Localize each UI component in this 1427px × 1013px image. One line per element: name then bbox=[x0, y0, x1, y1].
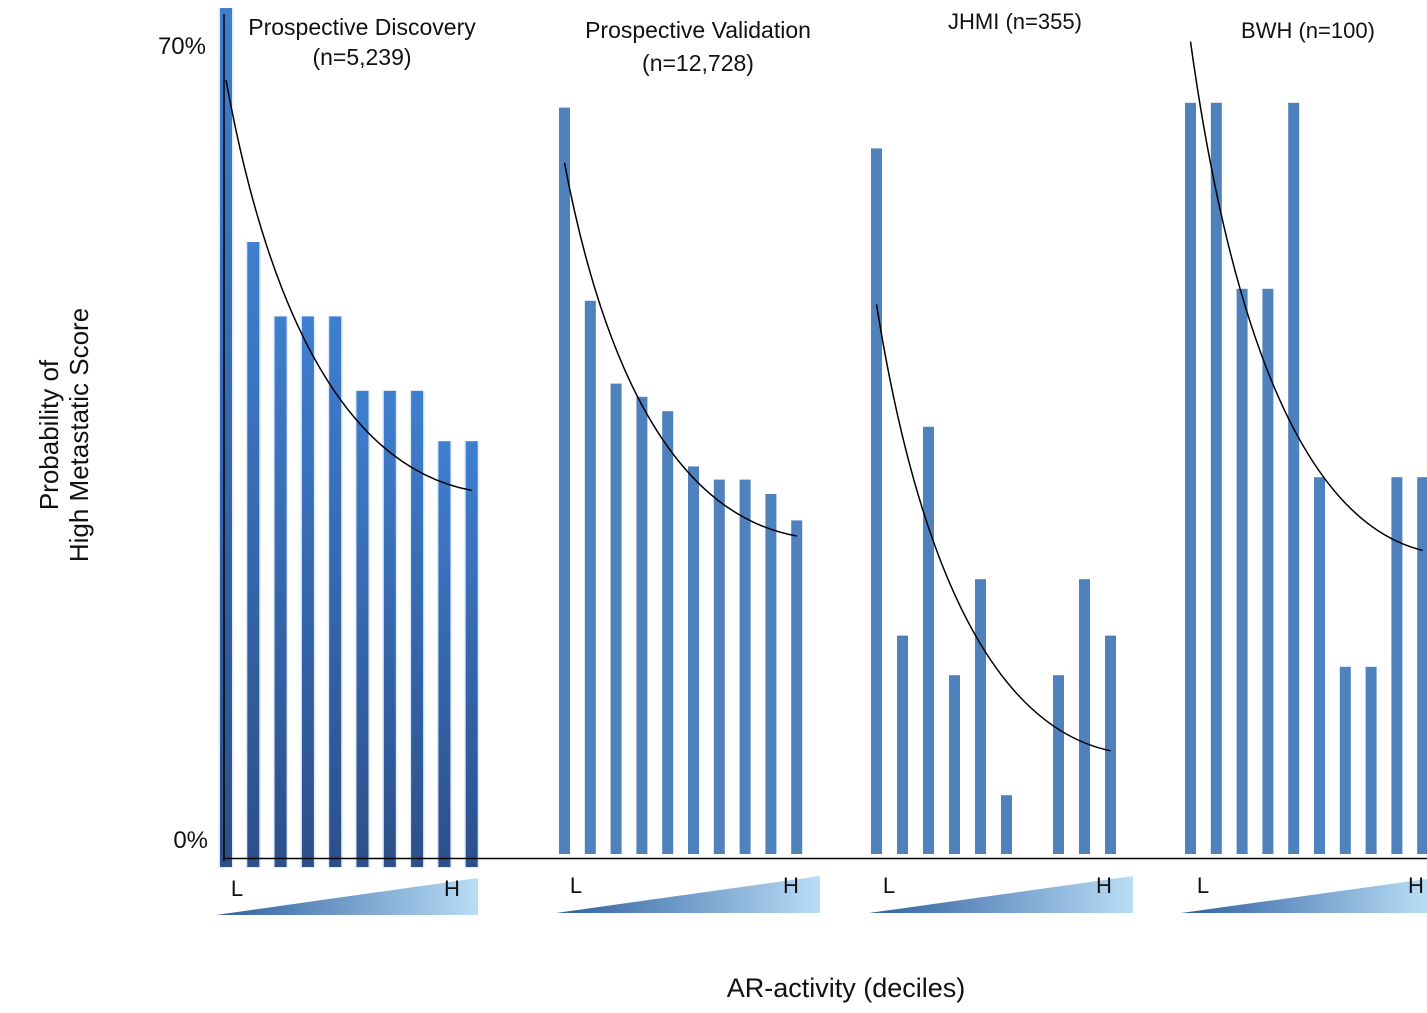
panel-labels: Prospective Discovery (n=5,239) Prospect… bbox=[248, 9, 1375, 76]
bar-bwh-decile-1 bbox=[1185, 102, 1196, 855]
bar-validation-decile-2 bbox=[584, 300, 596, 854]
bar-validation-decile-10 bbox=[791, 520, 803, 854]
bar-discovery-decile-3 bbox=[274, 316, 287, 867]
bar-jhmi-decile-3 bbox=[923, 426, 934, 854]
trend-line-validation bbox=[563, 162, 797, 537]
bar-bwh-decile-2 bbox=[1210, 102, 1222, 855]
bar-bwh-decile-8 bbox=[1365, 666, 1377, 854]
bar-bwh-decile-7 bbox=[1339, 666, 1351, 854]
panel-title-validation: Prospective Validation bbox=[585, 17, 811, 43]
y-bottom-label: 0% bbox=[173, 827, 208, 854]
decile-wedge-validation bbox=[556, 876, 820, 913]
bar-jhmi-decile-4 bbox=[949, 675, 960, 854]
bar-bwh-decile-9 bbox=[1391, 477, 1403, 854]
bar-jhmi-decile-9 bbox=[1079, 579, 1090, 854]
panel-title-bwh: BWH (n=100) bbox=[1241, 18, 1375, 43]
decile-wedge-bwh bbox=[1181, 879, 1427, 913]
trend-line-jhmi bbox=[875, 304, 1111, 752]
bar-bwh-decile-3 bbox=[1236, 288, 1248, 854]
y-axis-label-line-2: High Metastatic Score bbox=[64, 308, 94, 562]
bar-discovery-decile-1 bbox=[220, 8, 232, 867]
bar-jhmi-decile-2 bbox=[897, 635, 908, 854]
low-label-validation: L bbox=[570, 873, 582, 898]
decile-gradient-wedges: L H L H L H L H bbox=[216, 873, 1427, 915]
bar-discovery-decile-6 bbox=[356, 390, 369, 867]
bar-validation-decile-4 bbox=[636, 396, 648, 854]
y-top-label: 70% bbox=[158, 33, 206, 60]
high-label-validation: H bbox=[783, 873, 799, 898]
bar-jhmi-decile-10 bbox=[1105, 635, 1116, 854]
panel-subtitle-validation: (n=12,728) bbox=[642, 50, 754, 76]
bar-validation-decile-7 bbox=[713, 479, 725, 854]
panel-subtitle-discovery: (n=5,239) bbox=[312, 44, 411, 70]
bar-jhmi-decile-5 bbox=[975, 579, 986, 854]
low-label-jhmi: L bbox=[883, 873, 895, 898]
trend-line-discovery bbox=[225, 79, 472, 492]
bar-discovery-decile-7 bbox=[383, 390, 396, 867]
bar-discovery-decile-4 bbox=[301, 316, 314, 867]
bar-jhmi-decile-8 bbox=[1053, 675, 1064, 854]
low-label-discovery: L bbox=[231, 876, 243, 901]
bars-layer bbox=[218, 8, 1427, 868]
bar-discovery-decile-5 bbox=[329, 316, 342, 867]
bar-jhmi-decile-1 bbox=[871, 148, 882, 854]
bar-bwh-decile-10 bbox=[1417, 477, 1427, 854]
x-axis-label: AR-activity (deciles) bbox=[727, 973, 966, 1003]
bar-validation-decile-1 bbox=[559, 107, 570, 855]
bar-bwh-decile-5 bbox=[1288, 102, 1300, 855]
bar-discovery-decile-9 bbox=[438, 441, 451, 867]
high-label-jhmi: H bbox=[1096, 873, 1112, 898]
bar-discovery-decile-2 bbox=[247, 242, 260, 867]
bar-validation-decile-5 bbox=[662, 411, 674, 854]
bar-validation-decile-9 bbox=[765, 494, 777, 854]
bar-discovery-decile-8 bbox=[411, 390, 424, 867]
bar-validation-decile-3 bbox=[610, 383, 622, 854]
bar-validation-decile-8 bbox=[739, 479, 751, 854]
bar-bwh-decile-6 bbox=[1314, 477, 1325, 854]
y-axis-label: Probability of High Metastatic Score bbox=[34, 308, 94, 562]
y-axis-label-line-1: Probability of bbox=[34, 359, 64, 510]
bar-validation-decile-6 bbox=[688, 466, 699, 854]
panel-title-discovery: Prospective Discovery bbox=[248, 14, 476, 40]
bar-bwh-decile-4 bbox=[1262, 288, 1274, 854]
bar-jhmi-decile-6 bbox=[1001, 795, 1012, 854]
trend-lines bbox=[225, 41, 1423, 752]
high-label-bwh: H bbox=[1408, 873, 1424, 898]
decile-wedge-jhmi bbox=[869, 876, 1133, 913]
decile-wedge-discovery bbox=[216, 878, 478, 915]
high-label-discovery: H bbox=[444, 876, 460, 901]
low-label-bwh: L bbox=[1197, 873, 1209, 898]
bar-discovery-decile-10 bbox=[465, 441, 478, 867]
panel-title-jhmi: JHMI (n=355) bbox=[948, 9, 1082, 34]
trend-line-bwh bbox=[1189, 41, 1423, 552]
